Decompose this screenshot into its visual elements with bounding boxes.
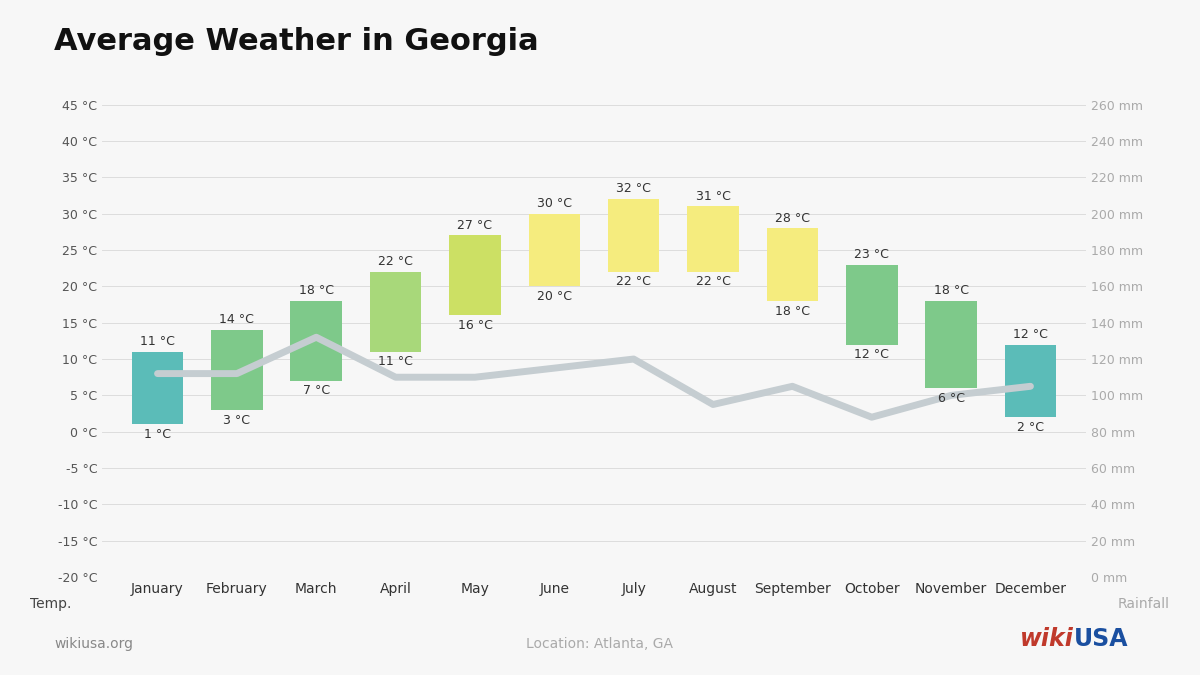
Text: 22 °C: 22 °C [696,275,731,288]
Text: 12 °C: 12 °C [854,348,889,361]
Text: 7 °C: 7 °C [302,385,330,398]
Bar [925,301,977,388]
Text: 18 °C: 18 °C [299,284,334,297]
Text: 18 °C: 18 °C [775,304,810,317]
Text: wikiusa.org: wikiusa.org [54,637,133,651]
Text: USA: USA [1074,627,1128,651]
Bar [846,265,898,344]
Bar [132,352,184,425]
Text: 31 °C: 31 °C [696,190,731,202]
Bar [211,330,263,410]
Text: 16 °C: 16 °C [457,319,492,332]
Text: 12 °C: 12 °C [1013,328,1048,341]
Text: 18 °C: 18 °C [934,284,968,297]
Text: 30 °C: 30 °C [536,197,572,210]
Bar [1004,344,1056,417]
Text: Temp.: Temp. [30,597,71,611]
Text: 1 °C: 1 °C [144,428,172,441]
Bar [449,236,500,315]
Bar [688,207,739,272]
Text: Rainfall: Rainfall [1118,597,1170,611]
Text: Location: Atlanta, GA: Location: Atlanta, GA [527,637,673,651]
Bar [767,228,818,301]
Text: 6 °C: 6 °C [937,392,965,405]
Text: 3 °C: 3 °C [223,414,251,427]
Text: Average Weather in Georgia: Average Weather in Georgia [54,27,539,56]
Text: 28 °C: 28 °C [775,211,810,225]
Text: 20 °C: 20 °C [536,290,572,303]
Text: wiki: wiki [1020,627,1074,651]
Bar [528,214,580,286]
Text: 11 °C: 11 °C [140,335,175,348]
Bar [290,301,342,381]
Text: 27 °C: 27 °C [457,219,492,232]
Bar [370,272,421,352]
Text: 23 °C: 23 °C [854,248,889,261]
Text: 2 °C: 2 °C [1016,421,1044,434]
Text: 14 °C: 14 °C [220,313,254,326]
Text: 22 °C: 22 °C [378,255,413,268]
Text: 32 °C: 32 °C [617,182,652,196]
Bar [608,199,660,272]
Text: 11 °C: 11 °C [378,356,413,369]
Text: 22 °C: 22 °C [617,275,652,288]
